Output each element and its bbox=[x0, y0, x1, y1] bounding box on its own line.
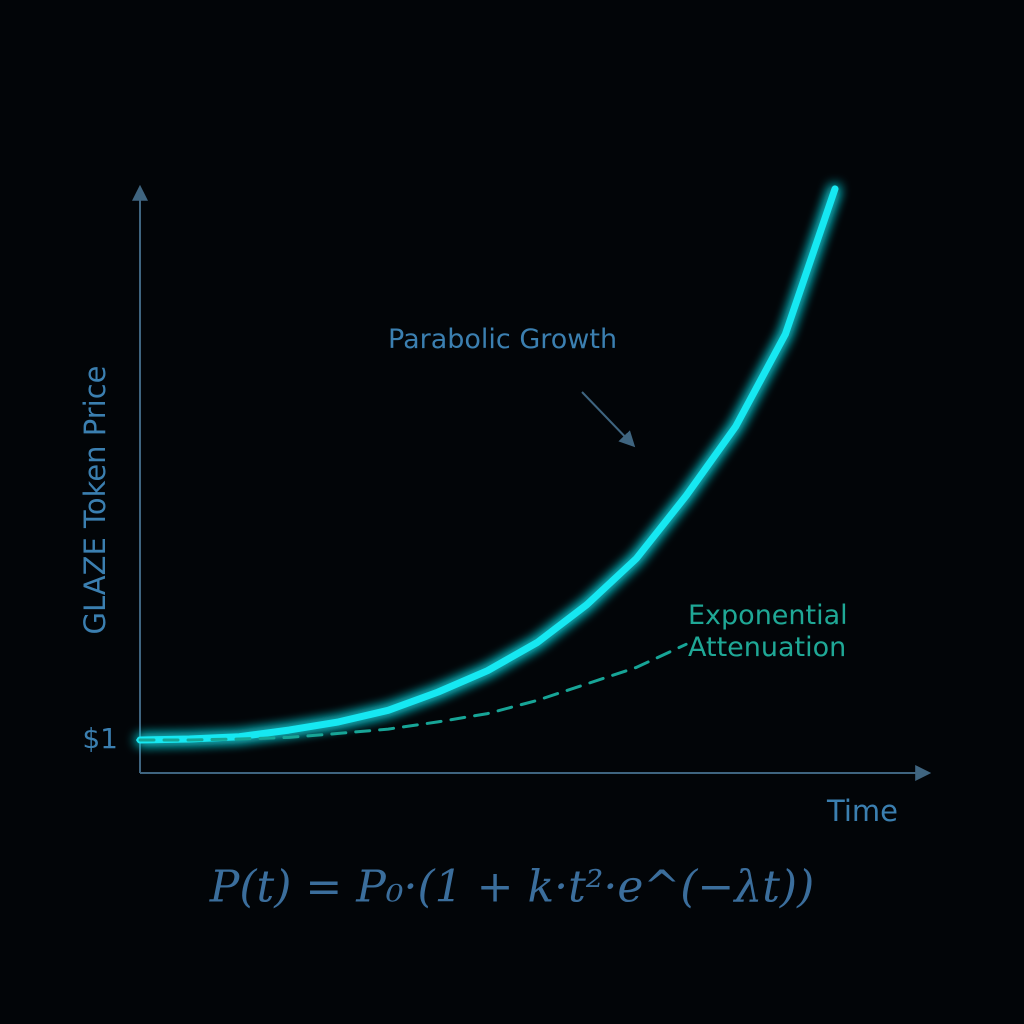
formula: P(t) = P₀·(1 + k·t²·e^(−λt)) bbox=[209, 862, 814, 913]
attenuation-label: Exponential Attenuation bbox=[688, 600, 848, 663]
y-axis-label: GLAZE Token Price bbox=[78, 365, 112, 634]
growth-label: Parabolic Growth bbox=[388, 324, 618, 355]
x-axis-label: Time bbox=[826, 794, 898, 828]
series-line bbox=[136, 185, 839, 744]
y-tick-label: $1 bbox=[82, 722, 118, 755]
annotation-arrow bbox=[581, 391, 636, 448]
series-line bbox=[138, 642, 688, 742]
